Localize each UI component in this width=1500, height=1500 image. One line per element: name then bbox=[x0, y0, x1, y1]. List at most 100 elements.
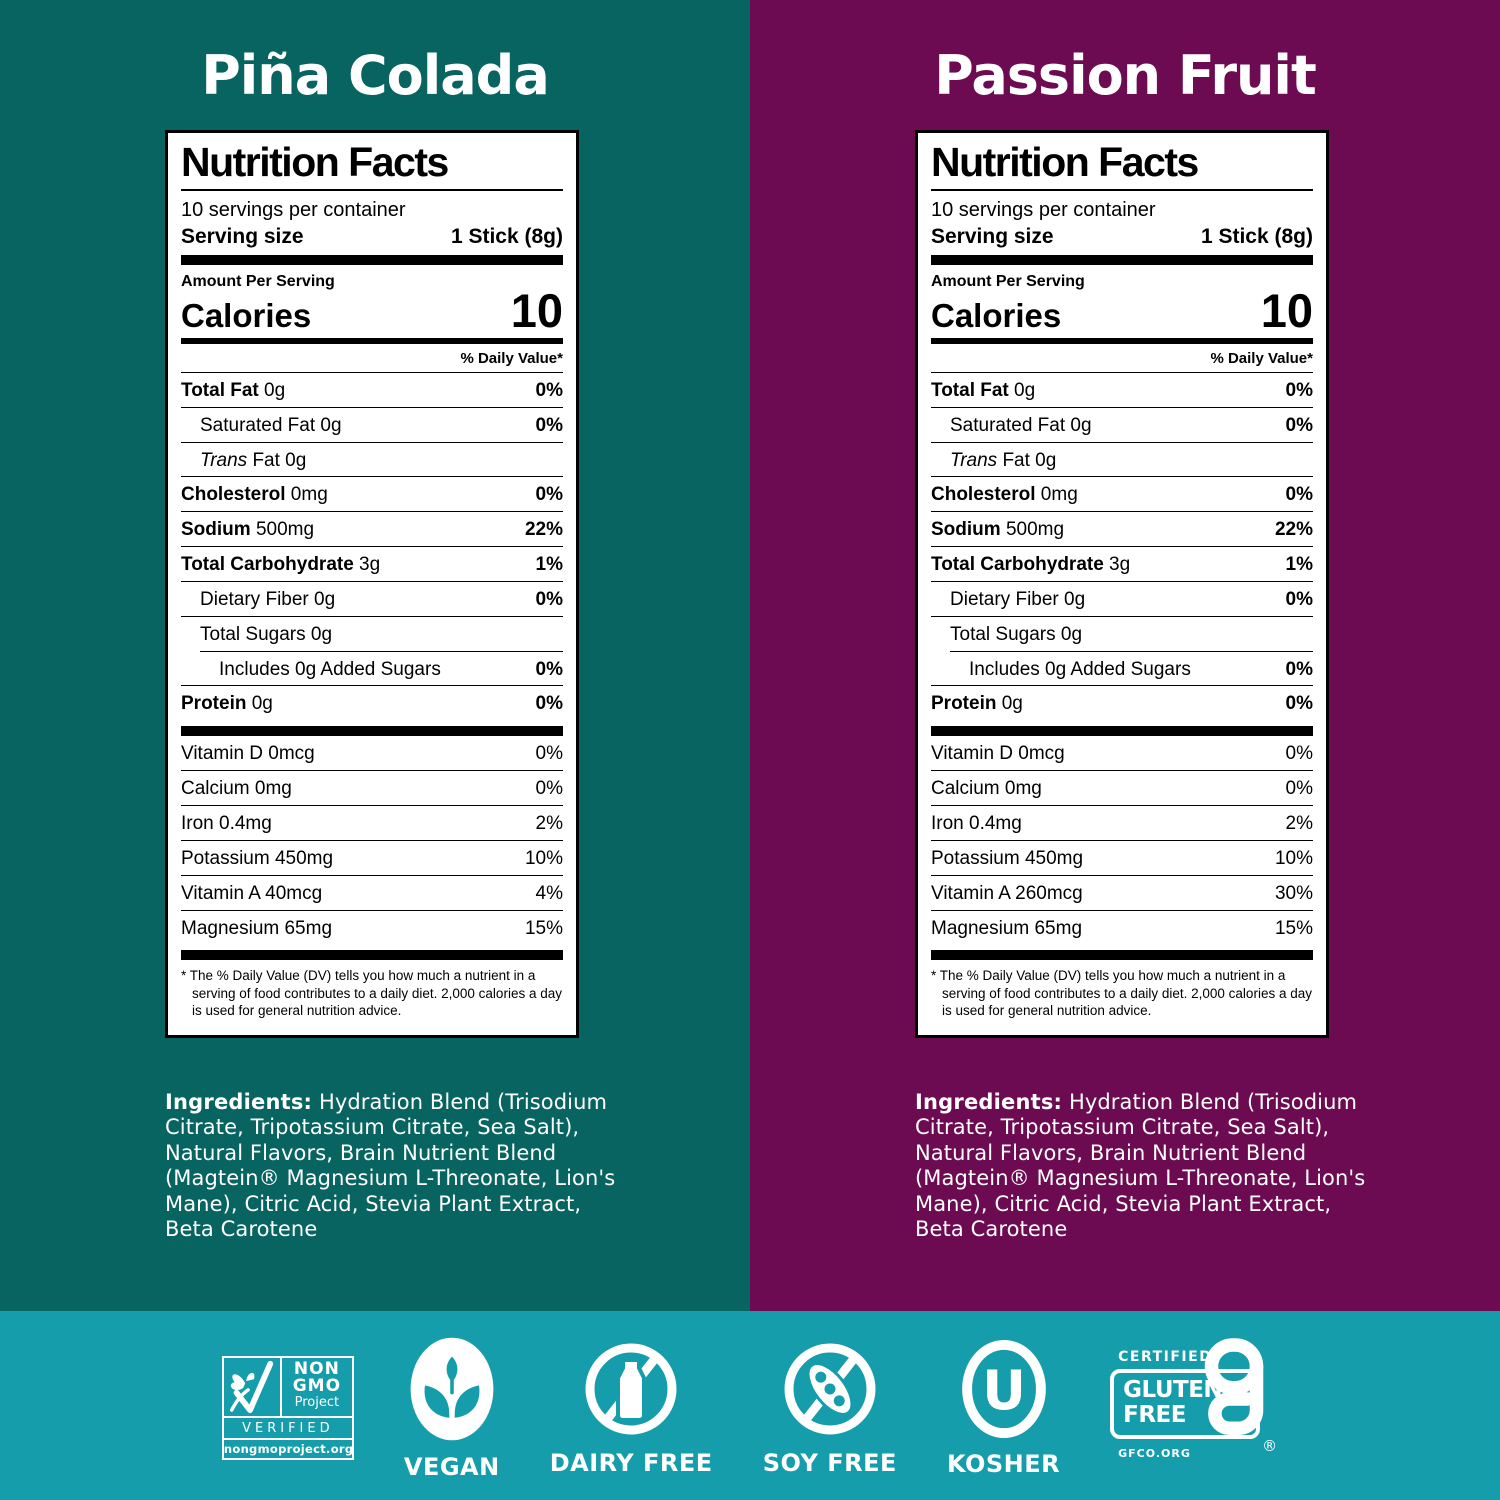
calories-row: Calories 10 bbox=[931, 284, 1313, 338]
calories-value: 10 bbox=[510, 284, 563, 338]
flavor-title-pina-colada: Piña Colada bbox=[201, 44, 550, 107]
nutrition-facts-panel: Nutrition Facts 10 servings per containe… bbox=[915, 130, 1329, 1038]
nutrient-row: Cholesterol 0mg 0% bbox=[181, 476, 563, 511]
nutrient-row: Trans Fat 0g bbox=[931, 441, 1313, 477]
nutrient-rows: Total Fat 0g 0% Saturated Fat 0g 0% Trans Fa… bbox=[931, 373, 1313, 720]
nutrient-row: Vitamin D 0mcg 0% bbox=[181, 743, 563, 765]
calories-value: 10 bbox=[1260, 284, 1313, 338]
soy-free-label: SOY FREE bbox=[762, 1448, 897, 1477]
ingredients-text: Hydration Blend (Trisodium Citrate, Trip… bbox=[165, 1090, 616, 1242]
servings-per-container: 10 servings per container bbox=[931, 199, 1156, 222]
ingredients-paragraph: Ingredients: Hydration Blend (Trisodium … bbox=[915, 1090, 1375, 1242]
serving-size-row: Serving size 1 Stick (8g) bbox=[931, 224, 1313, 249]
vegan-leaf-icon bbox=[406, 1335, 498, 1443]
servings-per-container: 10 servings per container bbox=[181, 199, 406, 222]
nutrient-row: Vitamin D 0mcg 0% bbox=[931, 743, 1313, 765]
nutrient-row: Calcium 0mg 0% bbox=[931, 770, 1313, 805]
serving-size-value: 1 Stick (8g) bbox=[450, 225, 563, 249]
non-gmo-project-verified-badge: NON GMO Project VERIFIED nongmoproject.o… bbox=[221, 1355, 354, 1460]
nutrient-row: Magnesium 65mg 15% bbox=[181, 909, 563, 945]
nutrient-row: Calcium 0mg 0% bbox=[181, 770, 563, 805]
nutrient-row: Iron 0.4mg 2% bbox=[181, 805, 563, 840]
serving-size-value: 1 Stick (8g) bbox=[1200, 225, 1313, 249]
daily-value-footnote: * The % Daily Value (DV) tells you how m… bbox=[931, 968, 1312, 1019]
vegan-badge: VEGAN bbox=[404, 1335, 500, 1481]
serving-size-label: Serving size bbox=[181, 225, 304, 249]
non-gmo-line1: NON bbox=[293, 1358, 340, 1379]
kosher-label: KOSHER bbox=[946, 1449, 1061, 1478]
non-gmo-line3: Project bbox=[294, 1395, 340, 1411]
nutrient-rows: Total Fat 0g 0% Saturated Fat 0g 0% Trans Fa… bbox=[181, 373, 563, 720]
nutrient-row: Total Fat 0g 0% bbox=[931, 379, 1313, 401]
nutrient-row: Trans Fat 0g bbox=[181, 441, 563, 477]
nutrient-row: Total Carbohydrate 3g 1% bbox=[931, 546, 1313, 581]
certified-gluten-free-badge: CERTIFIED GLUTEN FREE ® GFCO.ORG bbox=[1110, 1337, 1278, 1467]
butterfly-checkmark-icon bbox=[224, 1358, 280, 1416]
soy-free-badge: SOY FREE bbox=[763, 1339, 897, 1477]
nutrient-row: Vitamin A 40mcg 4% bbox=[181, 874, 563, 910]
divider-bar bbox=[181, 255, 563, 266]
calories-row: Calories 10 bbox=[181, 284, 563, 338]
nutrient-row: Total Fat 0g 0% bbox=[181, 379, 563, 401]
kosher-u-icon: U bbox=[959, 1338, 1049, 1440]
divider-bar bbox=[931, 255, 1313, 266]
nutrient-row: Potassium 450mg 10% bbox=[931, 839, 1313, 875]
nutrition-facts-heading: Nutrition Facts bbox=[931, 140, 1313, 192]
non-gmo-line2: GMO bbox=[292, 1376, 342, 1397]
divider-bar bbox=[931, 337, 1313, 344]
divider-bar bbox=[931, 726, 1313, 737]
nutrient-row: Protein 0g 0% bbox=[931, 685, 1313, 720]
calories-label: Calories bbox=[181, 296, 312, 334]
nutrient-row: Magnesium 65mg 15% bbox=[931, 909, 1313, 945]
serving-size-label: Serving size bbox=[931, 225, 1054, 249]
divider-bar bbox=[181, 726, 563, 737]
nutrient-row: Total Sugars 0g bbox=[181, 615, 563, 651]
certification-badges-row: NON GMO Project VERIFIED nongmoproject.o… bbox=[0, 1311, 1500, 1500]
dairy-free-badge: DAIRY FREE bbox=[550, 1339, 713, 1477]
nutrient-row: Includes 0g Added Sugars 0% bbox=[950, 650, 1313, 686]
daily-value-header: % Daily Value* bbox=[181, 344, 563, 373]
gf-registered-mark: ® bbox=[1262, 1436, 1278, 1455]
micronutrient-rows: Vitamin D 0mcg 0% Calcium 0mg 0% Iron 0.4mg 2… bbox=[931, 736, 1313, 944]
nutrient-row: Total Carbohydrate 3g 1% bbox=[181, 546, 563, 581]
no-dairy-bottle-icon bbox=[581, 1339, 681, 1439]
non-gmo-verified-text: VERIFIED bbox=[223, 1415, 352, 1438]
certifications-band: NON GMO Project VERIFIED nongmoproject.o… bbox=[0, 1311, 1500, 1500]
nutrient-row: Total Sugars 0g bbox=[931, 615, 1313, 651]
gfco-g-icon bbox=[1198, 1335, 1270, 1445]
divider-bar bbox=[931, 950, 1313, 961]
nutrient-row: Iron 0.4mg 2% bbox=[931, 805, 1313, 840]
non-gmo-wordmark: NON GMO Project bbox=[279, 1357, 352, 1416]
ingredients-label: Ingredients: bbox=[915, 1090, 1063, 1114]
amount-per-serving-label: Amount Per Serving bbox=[181, 273, 335, 291]
divider-bar bbox=[181, 337, 563, 344]
no-soy-pod-icon bbox=[780, 1339, 880, 1439]
daily-value-header: % Daily Value* bbox=[931, 344, 1313, 373]
nutrient-row: Vitamin A 260mcg 30% bbox=[931, 874, 1313, 910]
divider-bar bbox=[181, 950, 563, 961]
serving-size-row: Serving size 1 Stick (8g) bbox=[181, 224, 563, 249]
non-gmo-top: NON GMO Project bbox=[224, 1357, 352, 1416]
daily-value-footnote: * The % Daily Value (DV) tells you how m… bbox=[181, 968, 562, 1019]
nutrient-row: Sodium 500mg 22% bbox=[181, 511, 563, 546]
gf-gluten-text: GLUTEN bbox=[1123, 1376, 1223, 1403]
ingredients-text: Hydration Blend (Trisodium Citrate, Trip… bbox=[915, 1090, 1366, 1242]
nutrient-row: Dietary Fiber 0g 0% bbox=[181, 580, 563, 616]
kosher-badge: U KOSHER bbox=[947, 1338, 1060, 1478]
nutrition-facts-panel: Nutrition Facts 10 servings per containe… bbox=[165, 130, 579, 1038]
passion-fruit-panel: Passion Fruit Nutrition Facts 10 serving… bbox=[750, 0, 1500, 1311]
flavor-title-passion-fruit: Passion Fruit bbox=[934, 44, 1317, 107]
gf-org-text: GFCO.ORG bbox=[1118, 1446, 1191, 1460]
nutrient-row: Includes 0g Added Sugars 0% bbox=[200, 650, 563, 686]
non-gmo-url: nongmoproject.org bbox=[223, 1437, 353, 1458]
micronutrient-rows: Vitamin D 0mcg 0% Calcium 0mg 0% Iron 0.4mg 2… bbox=[181, 736, 563, 944]
vegan-label: VEGAN bbox=[403, 1452, 500, 1481]
ingredients-paragraph: Ingredients: Hydration Blend (Trisodium … bbox=[165, 1090, 625, 1242]
nutrient-row: Saturated Fat 0g 0% bbox=[181, 406, 563, 442]
nutrient-row: Saturated Fat 0g 0% bbox=[931, 406, 1313, 442]
gf-certified-text: CERTIFIED bbox=[1118, 1348, 1213, 1365]
nutrient-row: Cholesterol 0mg 0% bbox=[931, 476, 1313, 511]
nutrient-row: Sodium 500mg 22% bbox=[931, 511, 1313, 546]
svg-text:U: U bbox=[982, 1358, 1026, 1421]
